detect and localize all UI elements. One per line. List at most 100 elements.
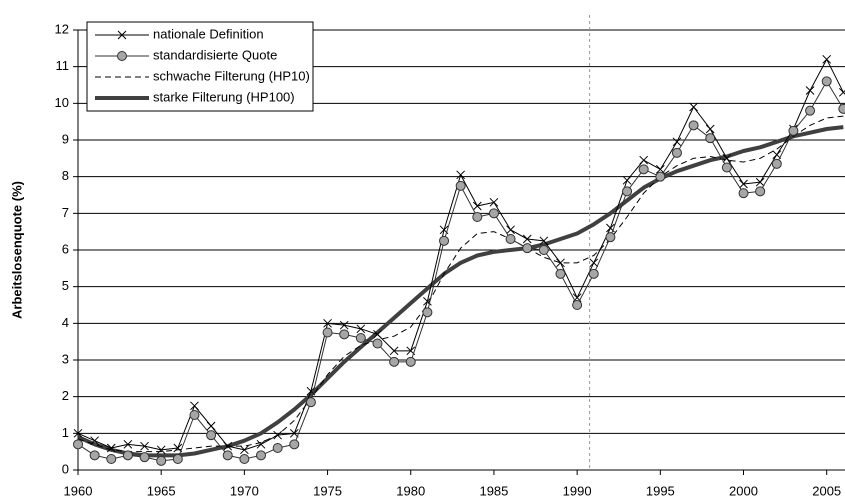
point [671, 147, 682, 158]
point [240, 445, 249, 455]
point [323, 318, 332, 328]
point [589, 258, 599, 268]
point [73, 439, 83, 450]
point [522, 234, 532, 244]
point [223, 441, 233, 451]
point [472, 212, 483, 222]
y-tick-label: 1 [62, 425, 69, 440]
point [73, 428, 83, 438]
point [639, 155, 649, 165]
y-tick-label: 3 [62, 351, 69, 366]
series-line [77, 125, 844, 458]
point [239, 454, 250, 464]
y-tick-label: 11 [56, 58, 70, 73]
y-tick-label: 9 [62, 131, 69, 146]
point [655, 171, 666, 182]
point [572, 300, 583, 310]
point [206, 421, 216, 431]
point [189, 410, 200, 420]
point [539, 236, 549, 246]
point [106, 454, 117, 464]
y-tick-label: 4 [62, 315, 69, 330]
point [140, 441, 149, 451]
point [689, 102, 698, 112]
legend-label: nationale Definition [153, 26, 264, 41]
point [805, 105, 816, 116]
point [156, 445, 166, 455]
point [838, 103, 845, 114]
legend-marker [117, 51, 127, 61]
point [256, 450, 267, 461]
legend-label: starke Filterung (HP100) [153, 89, 295, 104]
point [256, 439, 266, 449]
point [771, 158, 782, 169]
point [206, 430, 217, 441]
point [472, 201, 482, 211]
y-tick-label: 10 [55, 95, 69, 110]
point [339, 320, 349, 330]
point [289, 428, 299, 438]
point [372, 338, 383, 349]
series-line [77, 115, 844, 453]
legend-label: standardisierte Quote [153, 47, 277, 62]
point [306, 386, 316, 396]
point [722, 153, 732, 163]
point [788, 125, 799, 136]
point [488, 208, 499, 219]
point [156, 455, 167, 466]
point [272, 443, 283, 453]
point [505, 234, 516, 244]
x-tick-label: 1965 [147, 483, 176, 498]
point [289, 439, 300, 450]
point [605, 232, 616, 243]
point [622, 186, 633, 197]
point [822, 54, 832, 64]
y-tick-label: 7 [62, 205, 69, 220]
y-tick-label: 2 [62, 388, 69, 403]
x-tick-label: 1990 [563, 483, 592, 498]
point [339, 329, 350, 340]
point [672, 137, 682, 147]
x-tick-label: 1995 [646, 483, 675, 498]
point [273, 430, 283, 440]
point [355, 333, 366, 343]
point [389, 346, 399, 356]
x-tick-label: 1985 [479, 483, 508, 498]
point [139, 452, 150, 463]
point [805, 86, 815, 95]
point [755, 177, 765, 187]
point [556, 258, 565, 268]
point [455, 180, 466, 191]
y-axis-label: Arbeitslosenquote (%) [9, 181, 24, 319]
point [222, 450, 233, 461]
point [705, 133, 716, 144]
point [422, 307, 433, 318]
point [588, 268, 599, 279]
y-tick-label: 6 [62, 241, 69, 256]
x-tick-label: 2005 [812, 483, 841, 498]
point [373, 329, 382, 339]
x-tick-label: 1975 [313, 483, 342, 498]
point [821, 76, 832, 87]
point [622, 175, 632, 185]
x-tick-label: 1960 [64, 483, 93, 498]
point [439, 235, 450, 246]
point [456, 170, 466, 180]
point [638, 164, 649, 175]
series-line [77, 58, 844, 451]
point [538, 245, 549, 255]
legend: nationale Definition standardisierte Quot… [86, 21, 314, 112]
point [705, 124, 715, 134]
point [106, 443, 116, 453]
point [172, 454, 183, 464]
point [190, 401, 199, 411]
x-tick-label: 1980 [396, 483, 425, 498]
point [489, 197, 499, 207]
y-tick-label: 12 [55, 21, 69, 36]
y-tick-label: 0 [62, 461, 69, 476]
point [123, 439, 133, 449]
point [90, 436, 99, 446]
point [738, 188, 749, 199]
